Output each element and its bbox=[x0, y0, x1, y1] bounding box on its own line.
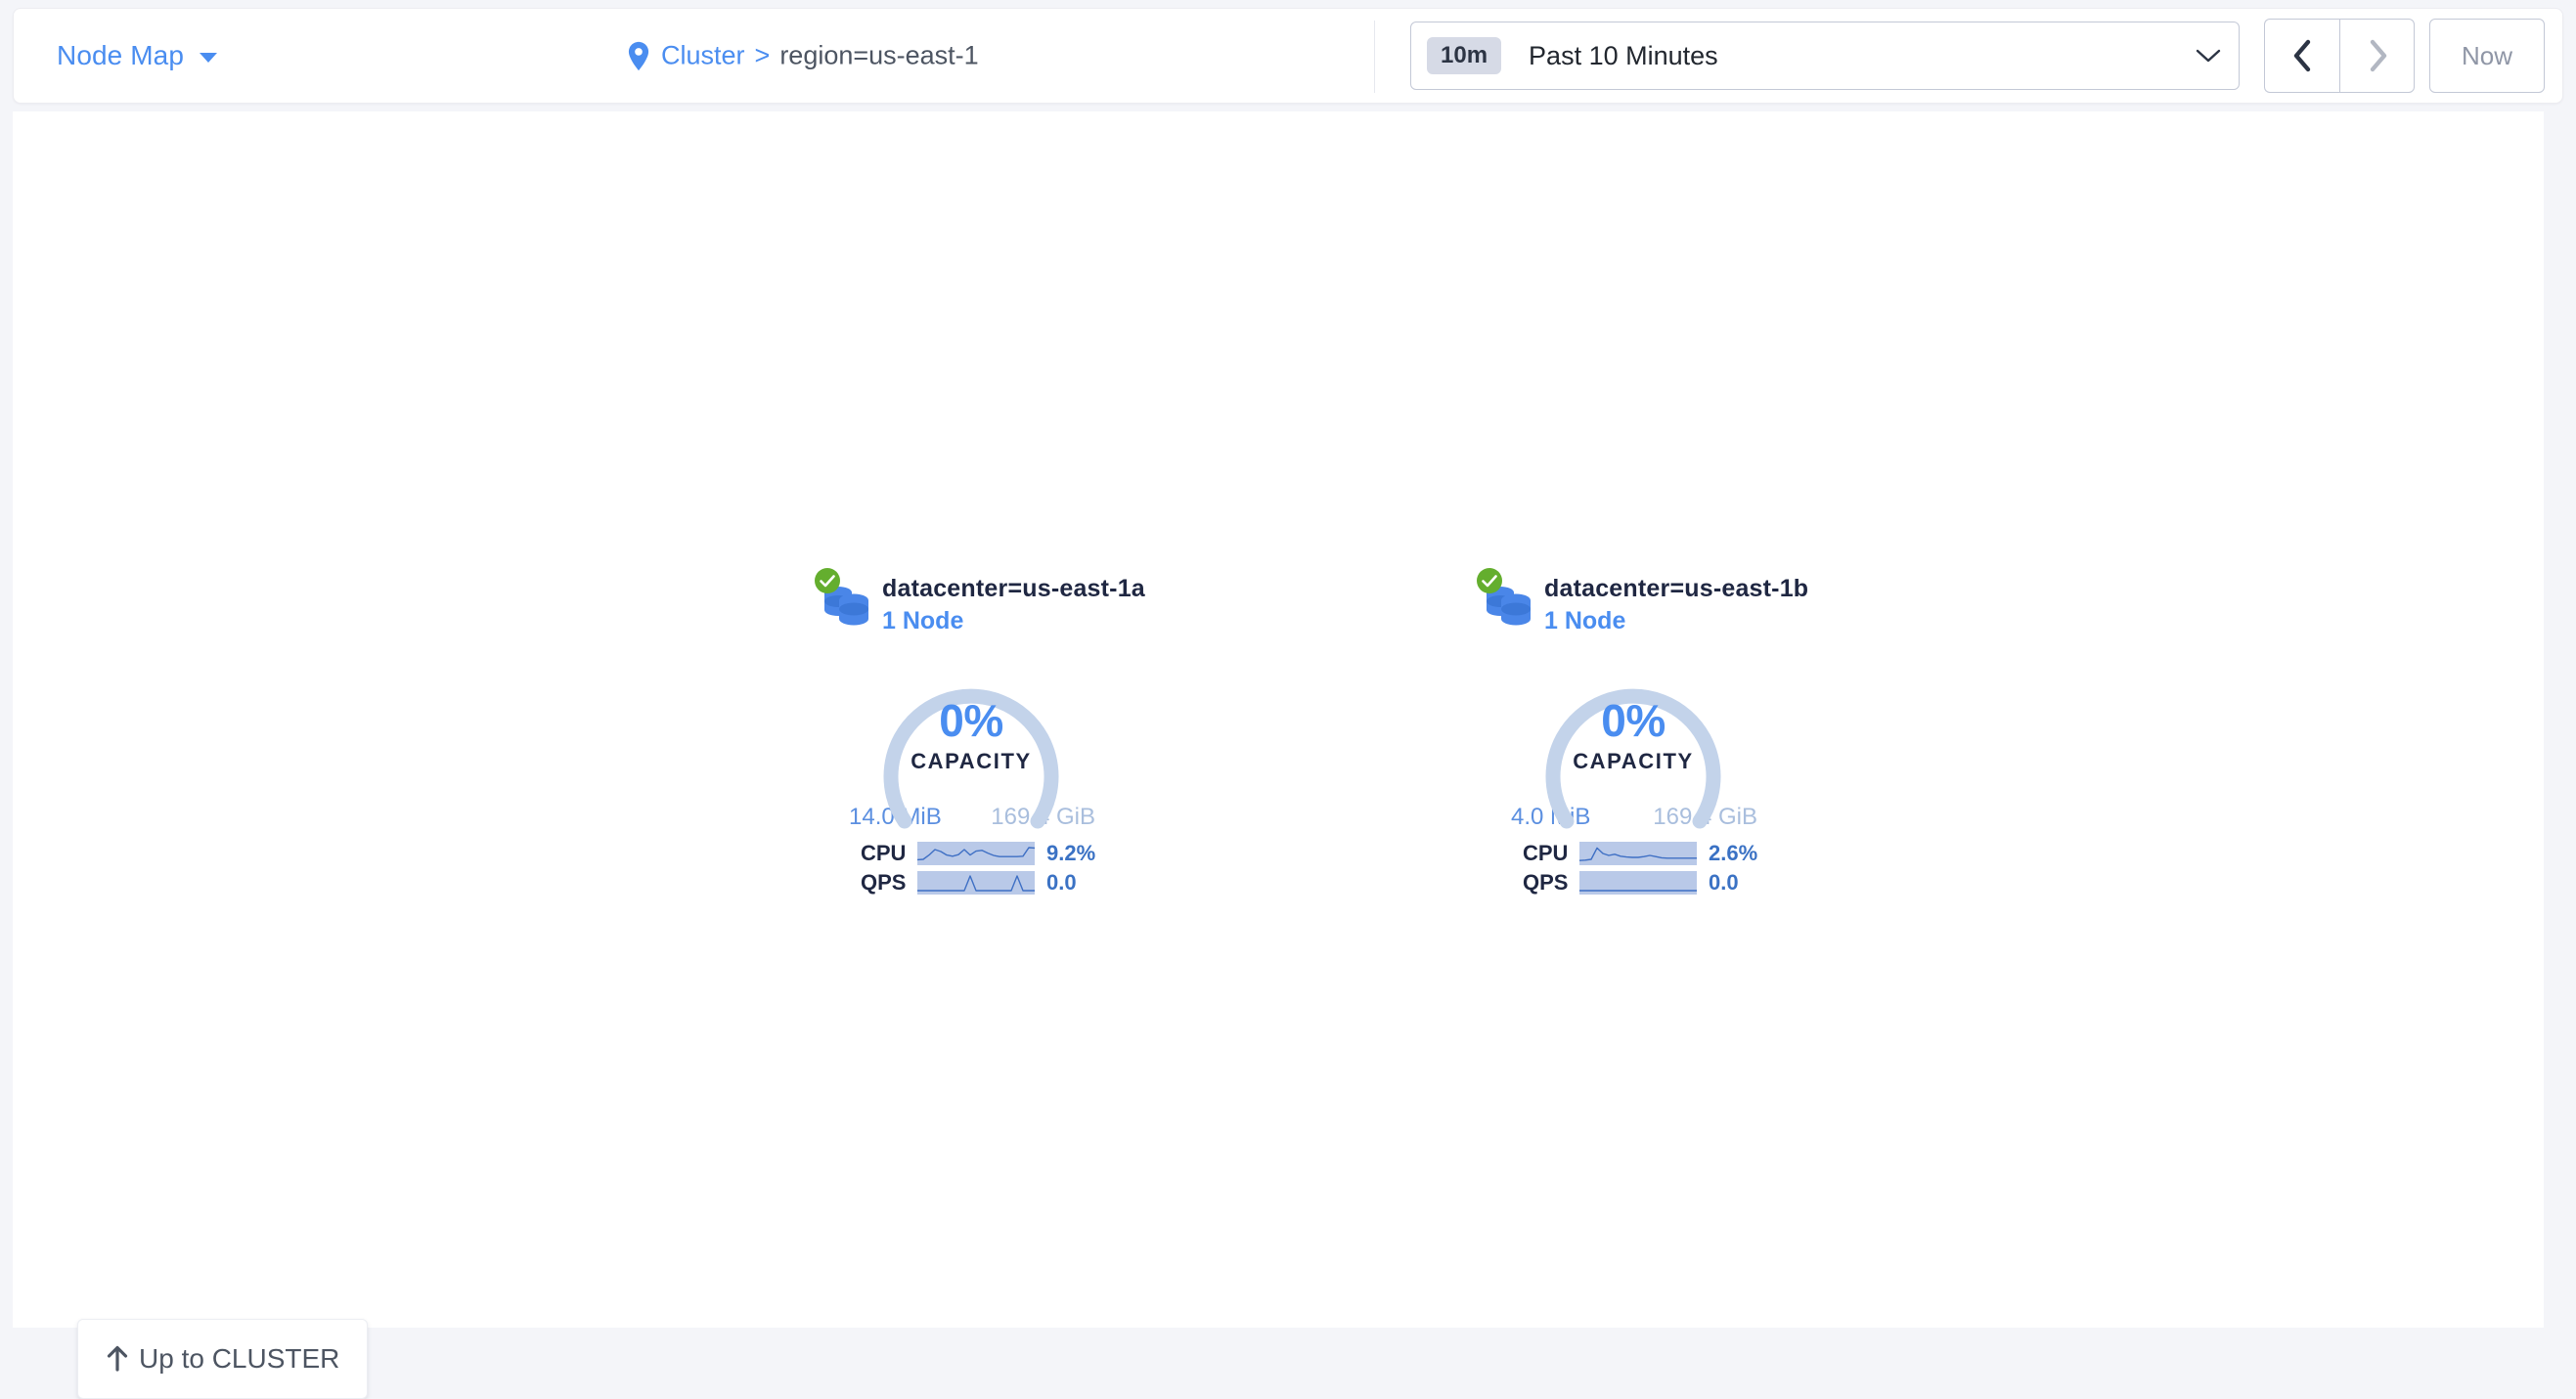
locality-name: datacenter=us-east-1b bbox=[1544, 575, 1809, 602]
locality-node-count[interactable]: 1 Node bbox=[1544, 607, 1626, 634]
now-button[interactable]: Now bbox=[2429, 19, 2545, 93]
capacity-caption: CAPACITY bbox=[910, 749, 1032, 773]
time-range-select[interactable]: 10m Past 10 Minutes bbox=[1410, 22, 2240, 90]
check-circle-icon bbox=[815, 568, 840, 593]
locality-titles: datacenter=us-east-1a 1 Node bbox=[882, 569, 1145, 635]
time-range-label: Past 10 Minutes bbox=[1529, 40, 1718, 70]
up-to-cluster-label: Up to CLUSTER bbox=[139, 1343, 340, 1374]
metric-value: 2.6% bbox=[1709, 841, 1758, 865]
capacity-percent: 0% bbox=[939, 695, 1003, 746]
metric-sparkline bbox=[1579, 871, 1697, 895]
top-toolbar: Node Map Cluster > region=us-east-1 10m … bbox=[13, 8, 2563, 104]
locality-titles: datacenter=us-east-1b 1 Node bbox=[1544, 569, 1808, 635]
capacity-gauge: 0% CAPACITY bbox=[866, 653, 1076, 829]
toolbar-divider bbox=[1374, 21, 1375, 93]
time-nav-group bbox=[2264, 19, 2415, 93]
metric-value: 0.0 bbox=[1046, 870, 1077, 895]
breadcrumb-link-cluster[interactable]: Cluster bbox=[661, 40, 745, 70]
metric-sparkline bbox=[917, 871, 1035, 895]
breadcrumb: Cluster > region=us-east-1 bbox=[628, 41, 979, 71]
capacity-gauge: 0% CAPACITY bbox=[1529, 653, 1738, 829]
check-circle-icon bbox=[1477, 568, 1502, 593]
metric-list: CPU 2.6% QPS 0.0 bbox=[1523, 839, 1834, 897]
time-next-button[interactable] bbox=[2339, 19, 2415, 93]
chevron-left-icon bbox=[2293, 39, 2311, 72]
locality-card[interactable]: datacenter=us-east-1a 1 Node 0% CAPACITY… bbox=[815, 568, 1172, 897]
node-map-canvas: datacenter=us-east-1a 1 Node 0% CAPACITY… bbox=[13, 111, 2544, 1399]
metric-row: QPS 0.0 bbox=[861, 868, 1172, 897]
view-selector-node-map[interactable]: Node Map bbox=[55, 36, 219, 75]
breadcrumb-current-region: region=us-east-1 bbox=[779, 40, 979, 70]
locality-card[interactable]: datacenter=us-east-1b 1 Node 0% CAPACITY… bbox=[1477, 568, 1834, 897]
time-prev-button[interactable] bbox=[2264, 19, 2339, 93]
view-selector-label: Node Map bbox=[57, 40, 184, 70]
locality-header: datacenter=us-east-1b 1 Node bbox=[1477, 568, 1834, 635]
chevron-down-icon bbox=[2196, 49, 2221, 63]
metric-label: QPS bbox=[1523, 870, 1569, 895]
database-stack-icon bbox=[1477, 568, 1532, 632]
capacity-percent: 0% bbox=[1601, 695, 1666, 746]
metric-row: CPU 2.6% bbox=[1523, 839, 1834, 868]
metric-value: 0.0 bbox=[1709, 870, 1739, 895]
map-pin-icon bbox=[628, 41, 649, 70]
metric-list: CPU 9.2% QPS 0.0 bbox=[861, 839, 1172, 897]
chevron-right-icon bbox=[2370, 39, 2386, 72]
chevron-down-filled-icon bbox=[200, 52, 217, 63]
metric-label: QPS bbox=[861, 870, 907, 895]
time-range-badge: 10m bbox=[1427, 37, 1502, 74]
up-to-cluster-button[interactable]: Up to CLUSTER bbox=[77, 1319, 369, 1399]
metric-value: 9.2% bbox=[1046, 841, 1096, 865]
metric-label: CPU bbox=[1523, 841, 1569, 865]
database-stack-icon bbox=[815, 568, 870, 632]
metric-sparkline bbox=[1579, 842, 1697, 865]
locality-node-count[interactable]: 1 Node bbox=[882, 607, 964, 634]
capacity-caption: CAPACITY bbox=[1573, 749, 1694, 773]
breadcrumb-separator: > bbox=[754, 40, 771, 70]
metric-row: CPU 9.2% bbox=[861, 839, 1172, 868]
metric-label: CPU bbox=[861, 841, 907, 865]
locality-name: datacenter=us-east-1a bbox=[882, 575, 1145, 602]
metric-row: QPS 0.0 bbox=[1523, 868, 1834, 897]
arrow-up-icon bbox=[107, 1345, 128, 1372]
capacity-used: 4.0 MiB bbox=[1511, 804, 1591, 830]
locality-header: datacenter=us-east-1a 1 Node bbox=[815, 568, 1172, 635]
metric-sparkline bbox=[917, 842, 1035, 865]
